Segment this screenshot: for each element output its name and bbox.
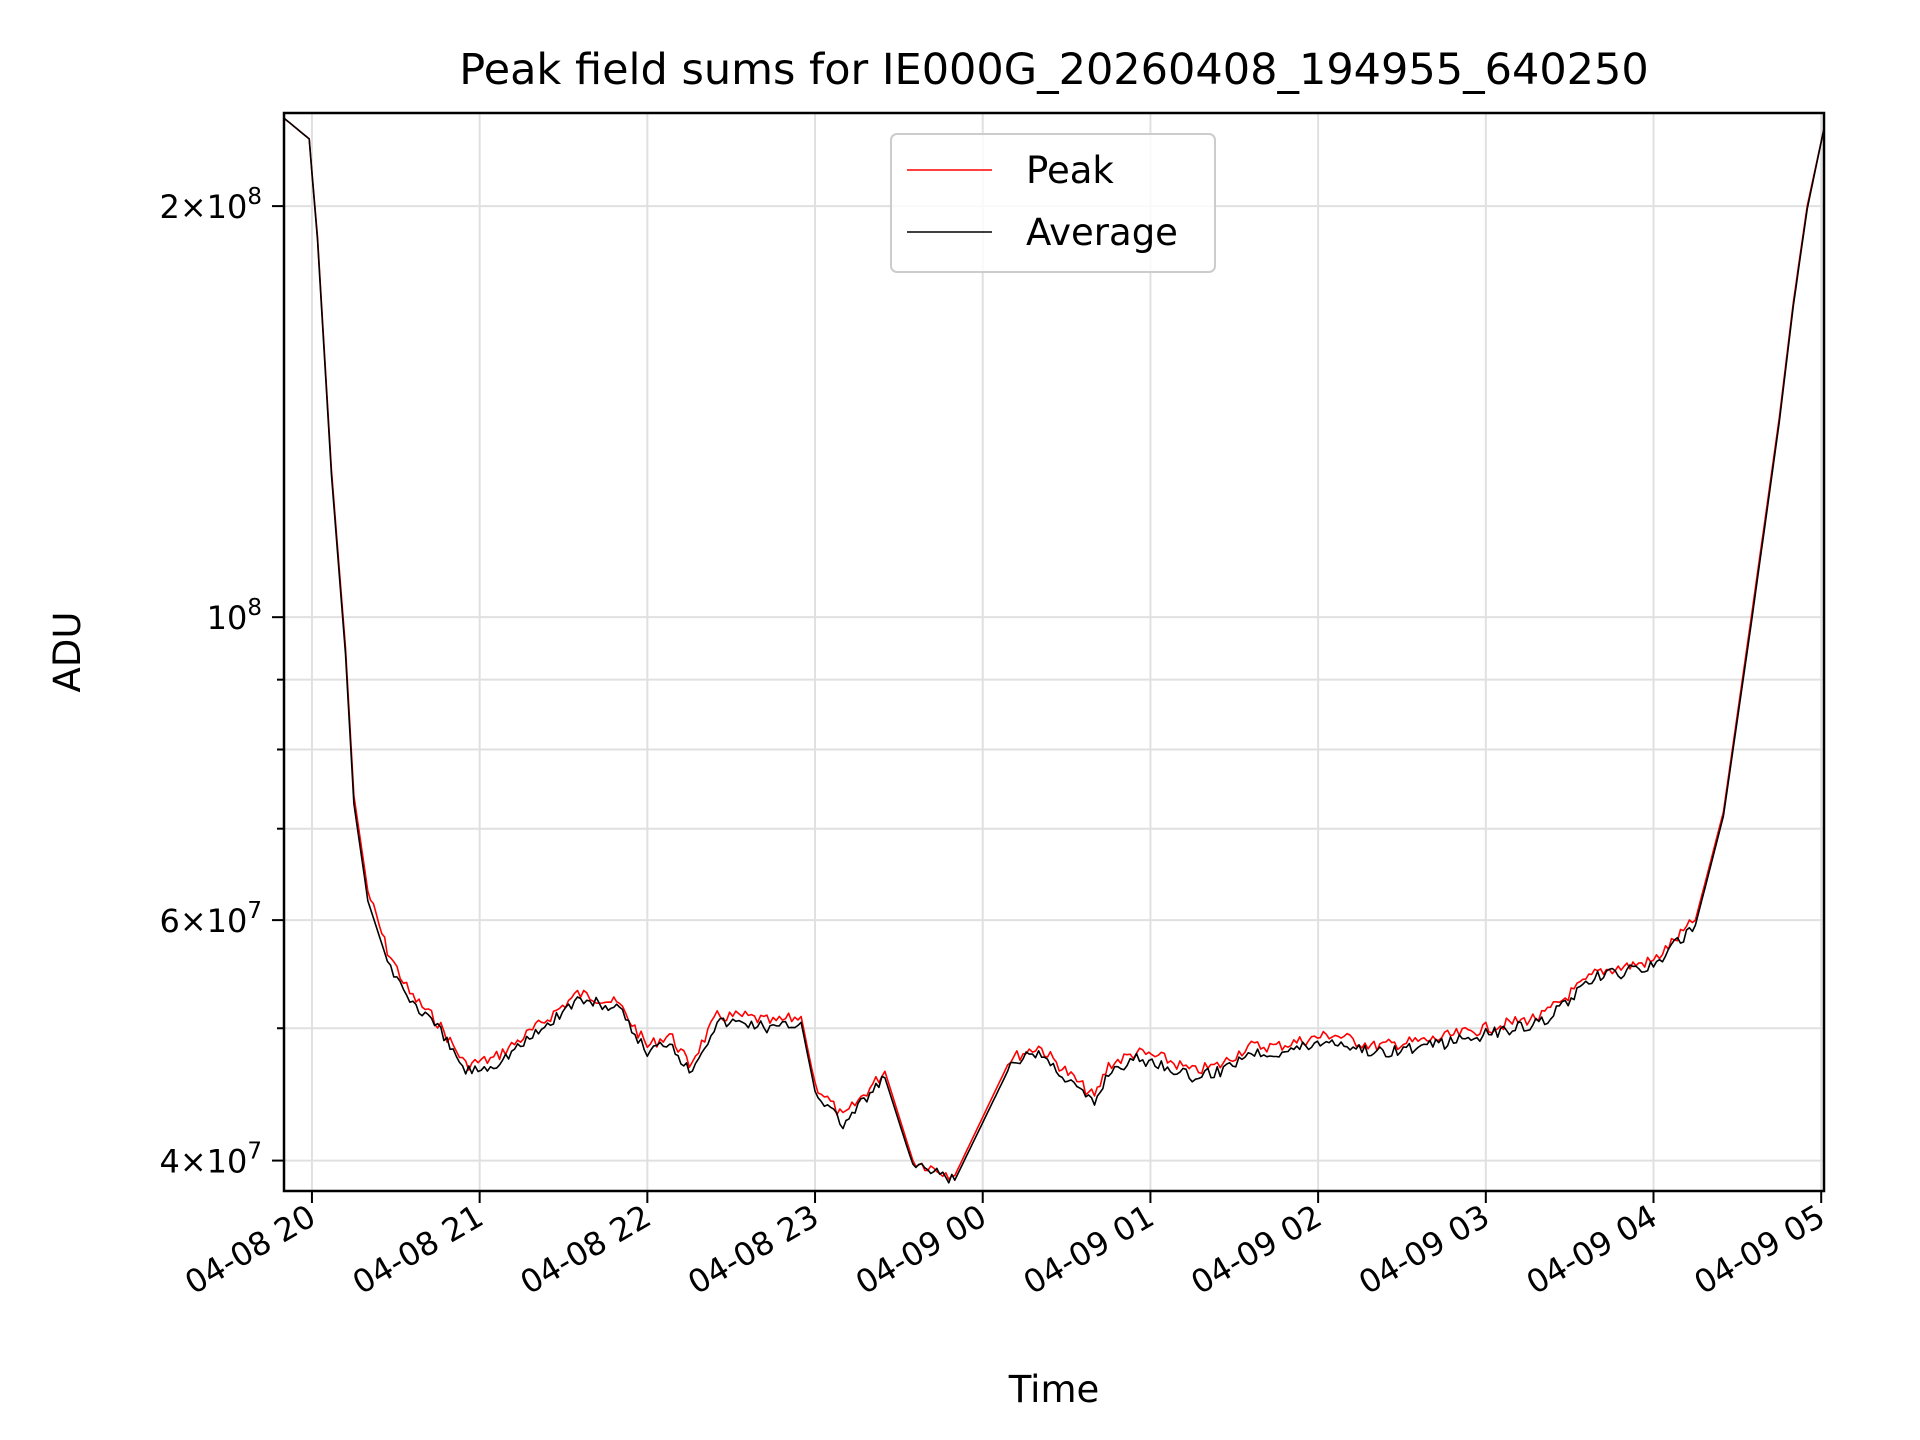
- x-tick-label-8: 04-09 04: [1520, 1197, 1664, 1302]
- grid: [284, 113, 1824, 1191]
- chart-title: Peak field sums for IE000G_20260408_1949…: [459, 45, 1649, 95]
- x-tick-label-3: 04-08 23: [681, 1197, 825, 1302]
- legend: Peak Average: [890, 133, 1216, 273]
- y-axis-label: ADU: [46, 612, 89, 693]
- x-tick-label-7: 04-09 03: [1352, 1197, 1496, 1302]
- y-tick-label-3: 2×108: [159, 184, 262, 226]
- x-tick-label-6: 04-09 02: [1185, 1197, 1329, 1302]
- y-tick-label-2: 108: [207, 595, 262, 637]
- legend-label-peak: Peak: [1026, 149, 1114, 192]
- x-tick-label-0: 04-08 20: [178, 1197, 322, 1302]
- x-tick-label-4: 04-09 00: [849, 1197, 993, 1302]
- series-line-average: [283, 117, 1825, 1184]
- x-tick-label-5: 04-09 01: [1017, 1197, 1161, 1302]
- x-tick-label-2: 04-08 22: [514, 1197, 658, 1302]
- y-tick-label-1: 6×107: [159, 898, 262, 940]
- series-line-peak: [283, 117, 1825, 1181]
- legend-label-average: Average: [1026, 211, 1178, 254]
- x-axis-label: Time: [1008, 1368, 1100, 1411]
- x-tick-label-9: 04-09 05: [1688, 1197, 1832, 1302]
- legend-box: [890, 133, 1216, 273]
- plot-frame: [282, 111, 1826, 1193]
- x-tick-label-1: 04-08 21: [346, 1197, 490, 1302]
- y-tick-label-0: 4×107: [159, 1139, 262, 1181]
- series-group: [283, 117, 1825, 1184]
